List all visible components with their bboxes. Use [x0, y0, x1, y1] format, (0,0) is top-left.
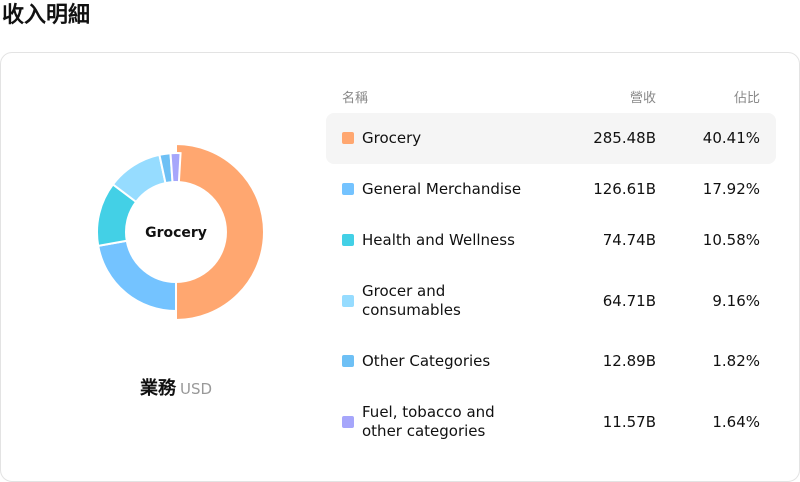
category-name-line: Grocer and: [362, 282, 446, 300]
revenue-breakdown-card: Grocery 業務 USD 名稱 營收 佔比 Grocery 285.48B 40.…: [0, 52, 800, 482]
table-row[interactable]: Fuel, tobacco and other categories 11.57B 1…: [326, 387, 776, 457]
revenue-value: 285.48B: [593, 128, 656, 147]
category-name-line: Grocery: [362, 128, 422, 147]
donut-svg: Grocery: [96, 142, 265, 322]
segment-caption: 業務 USD: [1, 377, 351, 401]
breakdown-table: 名稱 營收 佔比 Grocery 285.48B 40.41% General Mer…: [326, 83, 776, 457]
donut-slice[interactable]: [175, 142, 265, 322]
share-value: 1.64%: [712, 412, 760, 431]
category-name-line: Other Categories: [362, 351, 491, 370]
revenue-value: 64.71B: [602, 291, 656, 310]
category-name: General Merchandise: [362, 180, 547, 199]
donut-slice[interactable]: [169, 152, 182, 184]
category-name-line: Fuel, tobacco and: [362, 403, 495, 421]
revenue-value: 126.61B: [593, 179, 656, 198]
legend-swatch: [342, 183, 354, 195]
share-value: 17.92%: [702, 179, 760, 198]
table-row[interactable]: Grocer and consumables 64.71B 9.16%: [326, 266, 776, 336]
donut-chart: Grocery: [81, 137, 271, 327]
legend-swatch: [342, 416, 354, 428]
share-value: 10.58%: [702, 230, 760, 249]
category-name: Fuel, tobacco and other categories: [362, 403, 547, 441]
page-title: 收入明細: [2, 3, 91, 28]
revenue-value: 12.89B: [602, 351, 656, 370]
segment-name: 業務: [139, 378, 176, 399]
category-name-line: General Merchandise: [362, 179, 522, 198]
category-name: Grocer and consumables: [362, 282, 547, 320]
category-name: Health and Wellness: [362, 231, 547, 250]
share-value: 1.82%: [712, 351, 760, 370]
table-row[interactable]: General Merchandise 126.61B 17.92%: [326, 164, 776, 215]
table-body: Grocery 285.48B 40.41% General Merchandise 1…: [326, 113, 776, 457]
column-header-revenue: 營收: [629, 91, 656, 106]
donut-center-label: Grocery: [145, 225, 207, 241]
revenue-value: 74.74B: [602, 230, 656, 249]
share-value: 40.41%: [702, 128, 760, 147]
column-header-name: 名稱: [342, 91, 369, 106]
category-name-line: consumables: [362, 301, 461, 319]
table-row[interactable]: Other Categories 12.89B 1.82%: [326, 336, 776, 387]
donut-slice[interactable]: [97, 239, 177, 313]
column-header-share: 佔比: [733, 91, 760, 106]
category-name: Grocery: [362, 129, 547, 148]
category-name-line: Health and Wellness: [362, 230, 515, 249]
legend-swatch: [342, 234, 354, 246]
revenue-value: 11.57B: [602, 412, 656, 431]
table-row[interactable]: Grocery 285.48B 40.41%: [326, 113, 776, 164]
currency-label: USD: [179, 380, 213, 398]
share-value: 9.16%: [712, 291, 760, 310]
table-row[interactable]: Health and Wellness 74.74B 10.58%: [326, 215, 776, 266]
table-header: 名稱 營收 佔比: [326, 83, 776, 113]
legend-swatch: [342, 295, 354, 307]
category-name-line: other categories: [362, 422, 486, 440]
category-name: Other Categories: [362, 352, 547, 371]
legend-swatch: [342, 132, 354, 144]
legend-swatch: [342, 355, 354, 367]
